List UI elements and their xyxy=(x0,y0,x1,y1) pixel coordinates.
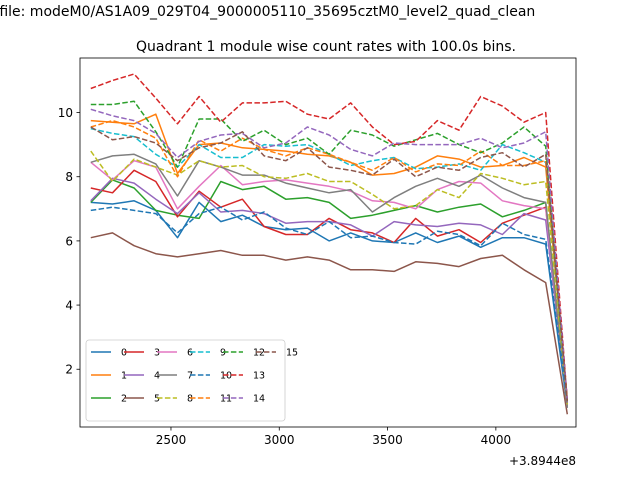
series-line-1 xyxy=(90,113,569,402)
x-axis-offset-label: +3.8944e8 xyxy=(509,454,576,468)
series-line-8 xyxy=(90,150,569,405)
figure-suptitle: n file: modeM0/AS1A09_029T04_9000005110_… xyxy=(0,4,536,20)
legend-label-14: 14 xyxy=(253,394,265,405)
chart-title: Quadrant 1 module wise count rates with … xyxy=(136,39,516,55)
x-tick-label: 3500 xyxy=(372,433,403,447)
series-line-7 xyxy=(90,153,569,408)
x-tick-label: 3000 xyxy=(264,433,295,447)
legend-box xyxy=(85,339,286,422)
legend-label-4: 4 xyxy=(154,371,160,382)
legend-label-12: 12 xyxy=(253,348,265,359)
legend-label-13: 13 xyxy=(253,371,265,382)
legend-label-15: 15 xyxy=(286,348,298,359)
y-tick-label: 2 xyxy=(65,363,73,377)
legend-label-9: 9 xyxy=(220,348,226,359)
legend-label-1: 1 xyxy=(121,371,127,382)
x-tick-label: 2500 xyxy=(156,433,187,447)
x-tick-label: 4000 xyxy=(481,433,512,447)
series-line-14 xyxy=(90,108,569,402)
legend-label-2: 2 xyxy=(121,394,127,405)
legend-label-6: 6 xyxy=(187,348,193,359)
y-tick-label: 10 xyxy=(58,106,73,120)
series-line-12 xyxy=(90,100,569,402)
series-line-2 xyxy=(90,179,569,408)
y-tick-label: 6 xyxy=(65,234,73,248)
series-line-6 xyxy=(90,159,569,408)
series-line-15 xyxy=(90,126,569,402)
series-line-0 xyxy=(90,200,569,408)
series-lines xyxy=(90,73,569,415)
series-line-13 xyxy=(90,73,569,402)
legend-label-8: 8 xyxy=(187,394,193,405)
legend-label-5: 5 xyxy=(154,394,160,405)
axes-frame xyxy=(79,57,577,428)
series-line-10 xyxy=(90,206,569,402)
series-line-5 xyxy=(90,232,569,415)
y-tick-label: 8 xyxy=(65,170,73,184)
legend-label-11: 11 xyxy=(220,394,232,405)
legend-label-0: 0 xyxy=(121,348,127,359)
legend-label-10: 10 xyxy=(220,371,232,382)
figure-suptitle-clip: n file: modeM0/AS1A09_029T04_9000005110_… xyxy=(0,4,640,26)
legend-label-3: 3 xyxy=(154,348,160,359)
legend-label-7: 7 xyxy=(187,371,193,382)
series-line-3 xyxy=(90,169,569,405)
plot-area xyxy=(90,73,569,415)
y-tick-label: 4 xyxy=(65,299,73,313)
